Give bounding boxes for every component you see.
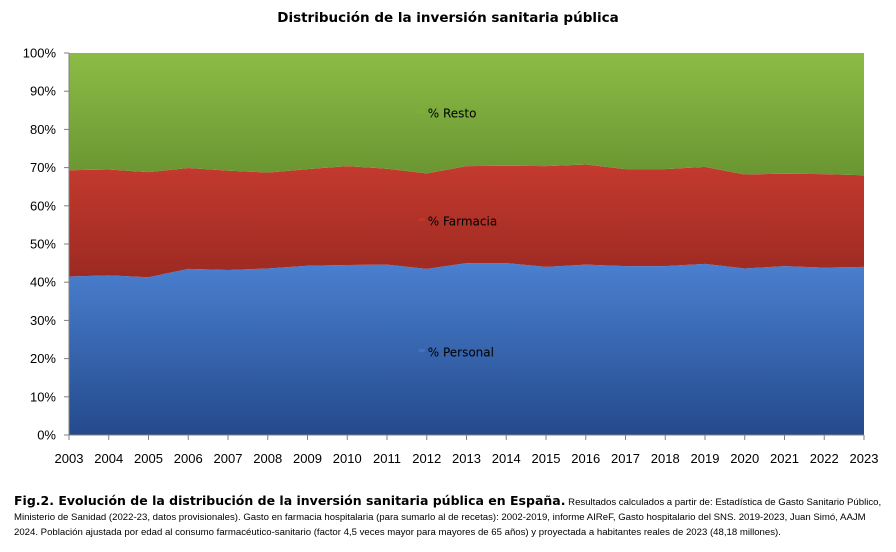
x-tick-label: 2021 [770, 451, 799, 466]
x-tick-label: 2005 [134, 451, 163, 466]
x-tick-label: 2013 [452, 451, 481, 466]
series-areas [69, 53, 864, 435]
x-tick-label: 2018 [651, 451, 680, 466]
y-tick-label: 40% [30, 275, 56, 290]
figure-caption: Fig.2. Evolución de la distribución de l… [14, 493, 884, 540]
x-tick-label: 2012 [412, 451, 441, 466]
y-tick-label: 20% [30, 351, 56, 366]
caption-bold: Fig.2. Evolución de la distribución de l… [14, 493, 566, 508]
y-tick-label: 10% [30, 389, 56, 404]
y-tick-label: 0% [37, 428, 56, 443]
stacked-area-chart: 0% 10% 20% 30% 40% 50% 60% 70% 80% 90% 100% 2003 200… [23, 46, 879, 467]
x-tick-label: 2004 [94, 451, 123, 466]
y-tick-label: 60% [30, 198, 56, 213]
y-tick-label: 90% [30, 84, 56, 99]
x-tick-label: 2022 [810, 451, 839, 466]
series-label-resto: % Resto [428, 107, 477, 121]
x-tick-label: 2006 [174, 451, 203, 466]
series-label-farmacia: % Farmacia [428, 215, 497, 229]
series-marker-personal [418, 348, 425, 352]
x-tick-label: 2019 [691, 451, 720, 466]
series-marker-resto [418, 110, 425, 114]
area-resto [69, 53, 864, 176]
y-tick-label: 50% [30, 237, 56, 252]
x-tick-label: 2009 [293, 451, 322, 466]
area-personal [69, 263, 864, 435]
x-tick-label: 2020 [730, 451, 759, 466]
y-tick-label: 80% [30, 122, 56, 137]
caption-text: Resultados calculados a partir de: Estad… [14, 497, 882, 538]
x-tick-label: 2007 [214, 451, 243, 466]
x-tick-label: 2023 [850, 451, 879, 466]
series-labels: % Personal % Farmacia % Resto [418, 107, 497, 359]
x-tick-label: 2015 [532, 451, 561, 466]
x-tick-label: 2011 [373, 451, 401, 466]
chart-title: Distribución de la inversión sanitaria p… [277, 10, 619, 26]
axes: 0% 10% 20% 30% 40% 50% 60% 70% 80% 90% 100% 2003 200… [23, 46, 879, 467]
x-tick-label: 2017 [611, 451, 640, 466]
x-tick-label: 2010 [333, 451, 362, 466]
series-marker-farmacia [418, 218, 425, 222]
y-tick-label: 100% [23, 46, 57, 61]
series-label-personal: % Personal [428, 345, 494, 359]
x-tick-label: 2003 [55, 451, 84, 466]
area-farmacia [69, 164, 864, 278]
x-tick-label: 2014 [492, 451, 521, 466]
x-tick-label: 2008 [253, 451, 282, 466]
y-tick-label: 70% [30, 160, 56, 175]
y-tick-label: 30% [30, 313, 56, 328]
x-tick-label: 2016 [571, 451, 600, 466]
